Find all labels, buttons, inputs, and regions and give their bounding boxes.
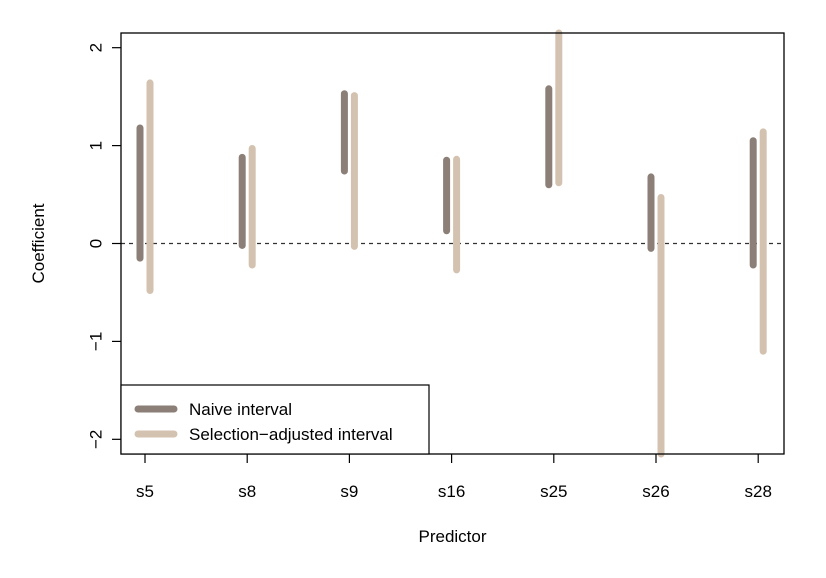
legend-box: [120, 384, 430, 455]
x-axis-title: Predictor: [418, 527, 486, 546]
y-tick-label: 0: [86, 239, 105, 248]
x-tick-label: s16: [438, 482, 465, 501]
y-axis-title: Coefficient: [29, 203, 48, 283]
legend-label-selection-adjusted: Selection−adjusted interval: [189, 425, 393, 444]
x-tick-label: s8: [238, 482, 256, 501]
series-layer: [136, 29, 767, 458]
x-tick-label: s5: [136, 482, 154, 501]
y-tick-label: −2: [86, 430, 105, 449]
y-tick-label: 2: [86, 43, 105, 52]
axis-layer: s5 s8 s9 s16 s25 s26 s28 −2 −1 0 1 2: [86, 43, 771, 501]
legend-label-naive: Naive interval: [189, 400, 292, 419]
x-tick-label: s28: [744, 482, 771, 501]
x-tick-label: s9: [340, 482, 358, 501]
y-tick-label: 1: [86, 141, 105, 150]
x-tick-label: s26: [642, 482, 669, 501]
legend: Naive interval Selection−adjusted interv…: [120, 384, 430, 455]
y-tick-label: −1: [86, 332, 105, 351]
x-tick-label: s25: [540, 482, 567, 501]
